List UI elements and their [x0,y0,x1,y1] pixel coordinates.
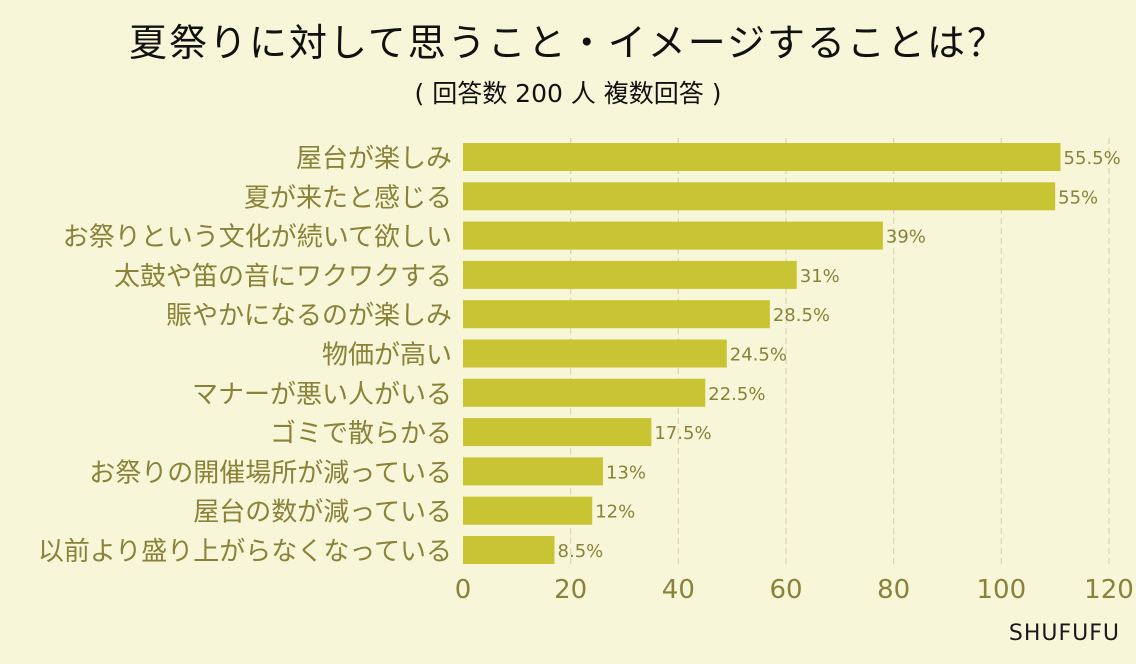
x-tick-label: 120 [1084,575,1134,605]
category-label: お祭りという文化が続いて欲しい [63,223,452,253]
x-tick-label: 60 [769,575,802,605]
bar [463,221,883,250]
category-label: 屋台が楽しみ [296,144,452,174]
bar [463,260,797,289]
bar [463,182,1056,211]
x-tick-label: 80 [877,575,910,605]
data-label: 28.5% [773,305,830,326]
bar [463,339,727,368]
bar [463,457,603,486]
category-label: 太鼓や笛の音にワクワクする [114,262,452,292]
bar [463,300,770,329]
category-label: 物価が高い [322,341,452,371]
bar [463,496,593,525]
data-label: 55.5% [1064,148,1121,169]
bar [463,378,706,407]
category-label: 賑やかになるのが楽しみ [166,301,452,331]
x-tick-label: 0 [455,575,472,605]
category-label: 屋台の数が減っている [193,498,452,528]
data-label: 39% [886,227,926,248]
data-label: 31% [800,266,840,287]
chart-subtitle: ( 回答数 200 人 複数回答 ) [414,79,722,108]
x-tick-label: 20 [554,575,587,605]
category-label: 以前より盛り上がらなくなっている [38,537,452,567]
data-label: 12% [595,502,635,523]
category-label: ゴミで散らかる [270,419,452,449]
data-label: 22.5% [708,384,765,405]
brand-logo: SHUFUFU [1008,621,1120,646]
chart-title: 夏祭りに対して思うこと・イメージすることは？ [128,21,1008,65]
bar [463,536,555,564]
data-label: 8.5% [558,541,604,562]
x-tick-label: 100 [977,575,1027,605]
data-label: 55% [1058,187,1098,208]
bar [463,418,652,447]
category-label: 夏が来たと感じる [244,183,452,213]
data-label: 17.5% [654,423,711,444]
bar [463,143,1061,171]
data-label: 13% [606,462,646,483]
category-label: お祭りの開催場所が減っている [89,458,452,488]
category-label: マナーが悪い人がいる [192,380,452,410]
x-tick-label: 40 [662,575,695,605]
data-label: 24.5% [730,345,787,366]
